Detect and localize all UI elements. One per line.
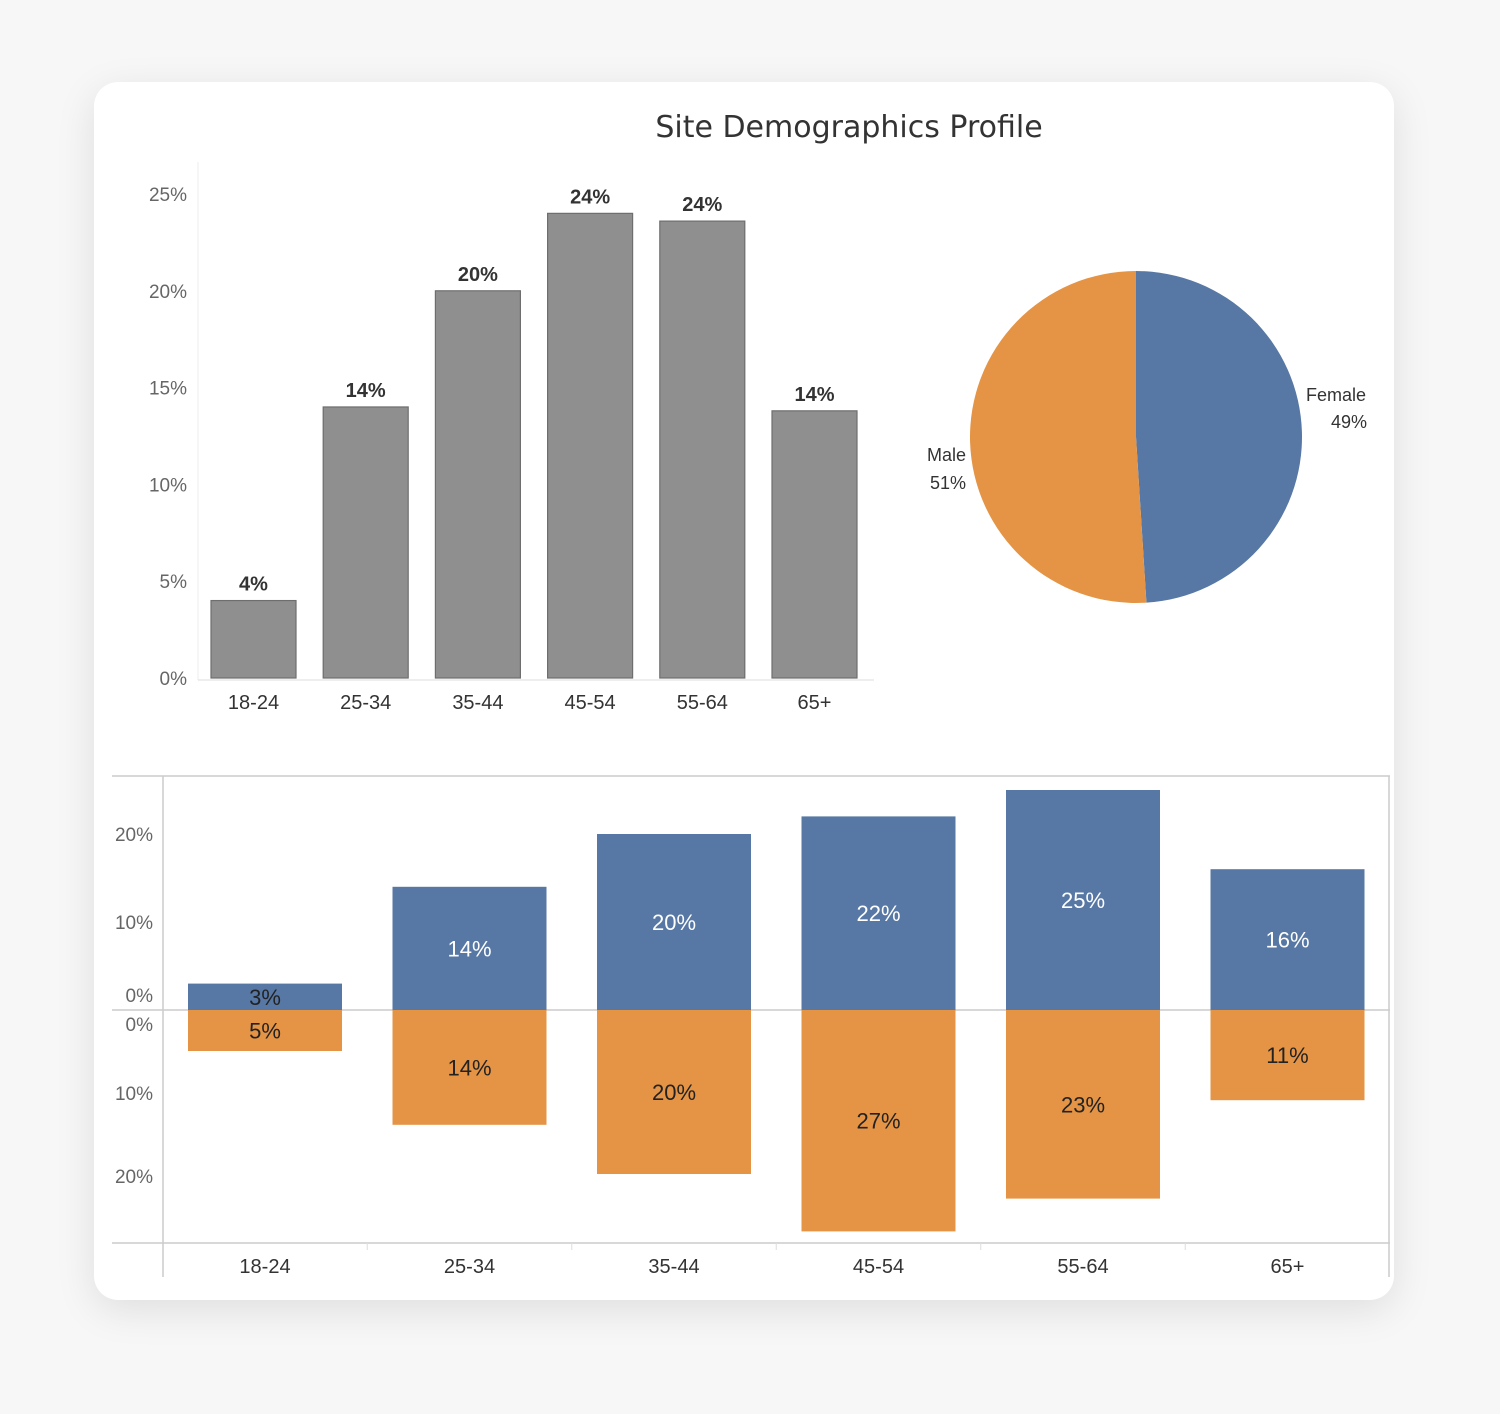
bar-value-label: 14%: [346, 380, 386, 402]
x-category-label: 18-24: [228, 692, 279, 714]
bar-value-label: 24%: [570, 186, 610, 208]
male-bar: [597, 1010, 751, 1174]
x-category-label: 65+: [798, 692, 832, 714]
x-category-label: 55-64: [1057, 1256, 1108, 1278]
female-bar: [1006, 790, 1160, 1010]
male-value-label: 14%: [447, 1055, 491, 1080]
pie-slice-male: [969, 271, 1147, 603]
x-category-label: 25-34: [340, 692, 391, 714]
female-bar: [188, 983, 342, 1010]
male-bar: [392, 1010, 547, 1125]
y-tick-label: 0%: [160, 669, 188, 690]
y-tick-label-lower: 20%: [115, 1167, 153, 1188]
charts-canvas: 0% 5% 10% 15% 20% 25% 4% 18-24 14% 25-34 20% 35-44 2…: [112, 162, 1390, 1278]
x-category-label: 25-34: [444, 1256, 495, 1278]
male-value-label: 27%: [856, 1109, 900, 1134]
male-bar: [801, 1010, 956, 1232]
x-category-label: 45-54: [853, 1256, 904, 1278]
age-bar: [547, 212, 634, 679]
pie-label-value: 49%: [1331, 412, 1367, 432]
y-tick-label: 5%: [160, 572, 188, 593]
male-value-label: 20%: [652, 1080, 696, 1105]
x-category-label: 35-44: [648, 1256, 699, 1278]
bar-value-label: 24%: [682, 194, 722, 216]
pie-label-value: 51%: [930, 473, 966, 493]
y-tick-label-lower: 0%: [126, 1015, 154, 1036]
male-bar: [188, 1010, 342, 1051]
x-category-label: 35-44: [452, 692, 503, 714]
female-bar: [1210, 869, 1365, 1010]
female-bar: [392, 886, 547, 1010]
dashboard-title: Site Demographics Profile: [655, 110, 1043, 145]
pie-label-name: Male: [927, 445, 966, 465]
y-tick-label: 10%: [149, 475, 187, 496]
age-bar: [659, 220, 746, 679]
x-category-label: 65+: [1271, 1256, 1305, 1278]
y-tick-label-upper: 20%: [115, 825, 153, 846]
female-bar: [801, 816, 956, 1010]
pie-label-name: Female: [1306, 385, 1366, 405]
age-bar: [210, 599, 297, 679]
y-tick-label-lower: 10%: [115, 1084, 153, 1105]
age-bar: [322, 406, 409, 679]
x-category-label: 55-64: [677, 692, 728, 714]
y-tick-label: 25%: [149, 185, 187, 206]
male-value-label: 23%: [1061, 1092, 1105, 1117]
y-tick-label-upper: 0%: [126, 986, 154, 1007]
dashboard-card: Site Demographics Profile 0% 5% 10% 15% 20% 2…: [94, 82, 1394, 1300]
pie-slice-female: [1136, 271, 1302, 603]
female-value-label: 20%: [652, 910, 696, 935]
male-bar: [1006, 1010, 1160, 1199]
y-tick-label: 20%: [149, 282, 187, 303]
x-category-label: 18-24: [239, 1256, 290, 1278]
female-value-label: 3%: [249, 985, 281, 1010]
bar-value-label: 20%: [458, 264, 498, 286]
age-bar: [771, 410, 858, 679]
female-value-label: 16%: [1265, 928, 1309, 953]
y-tick-label-upper: 10%: [115, 913, 153, 934]
male-value-label: 11%: [1266, 1043, 1308, 1068]
female-value-label: 14%: [447, 936, 491, 961]
y-tick-label: 15%: [149, 379, 187, 400]
age-bar: [434, 290, 521, 679]
male-value-label: 5%: [249, 1019, 281, 1044]
male-bar: [1210, 1010, 1365, 1101]
female-value-label: 25%: [1061, 888, 1105, 913]
female-bar: [597, 834, 751, 1010]
bar-value-label: 14%: [794, 384, 834, 406]
bar-value-label: 4%: [239, 574, 268, 596]
female-value-label: 22%: [856, 901, 900, 926]
x-category-label: 45-54: [565, 692, 616, 714]
